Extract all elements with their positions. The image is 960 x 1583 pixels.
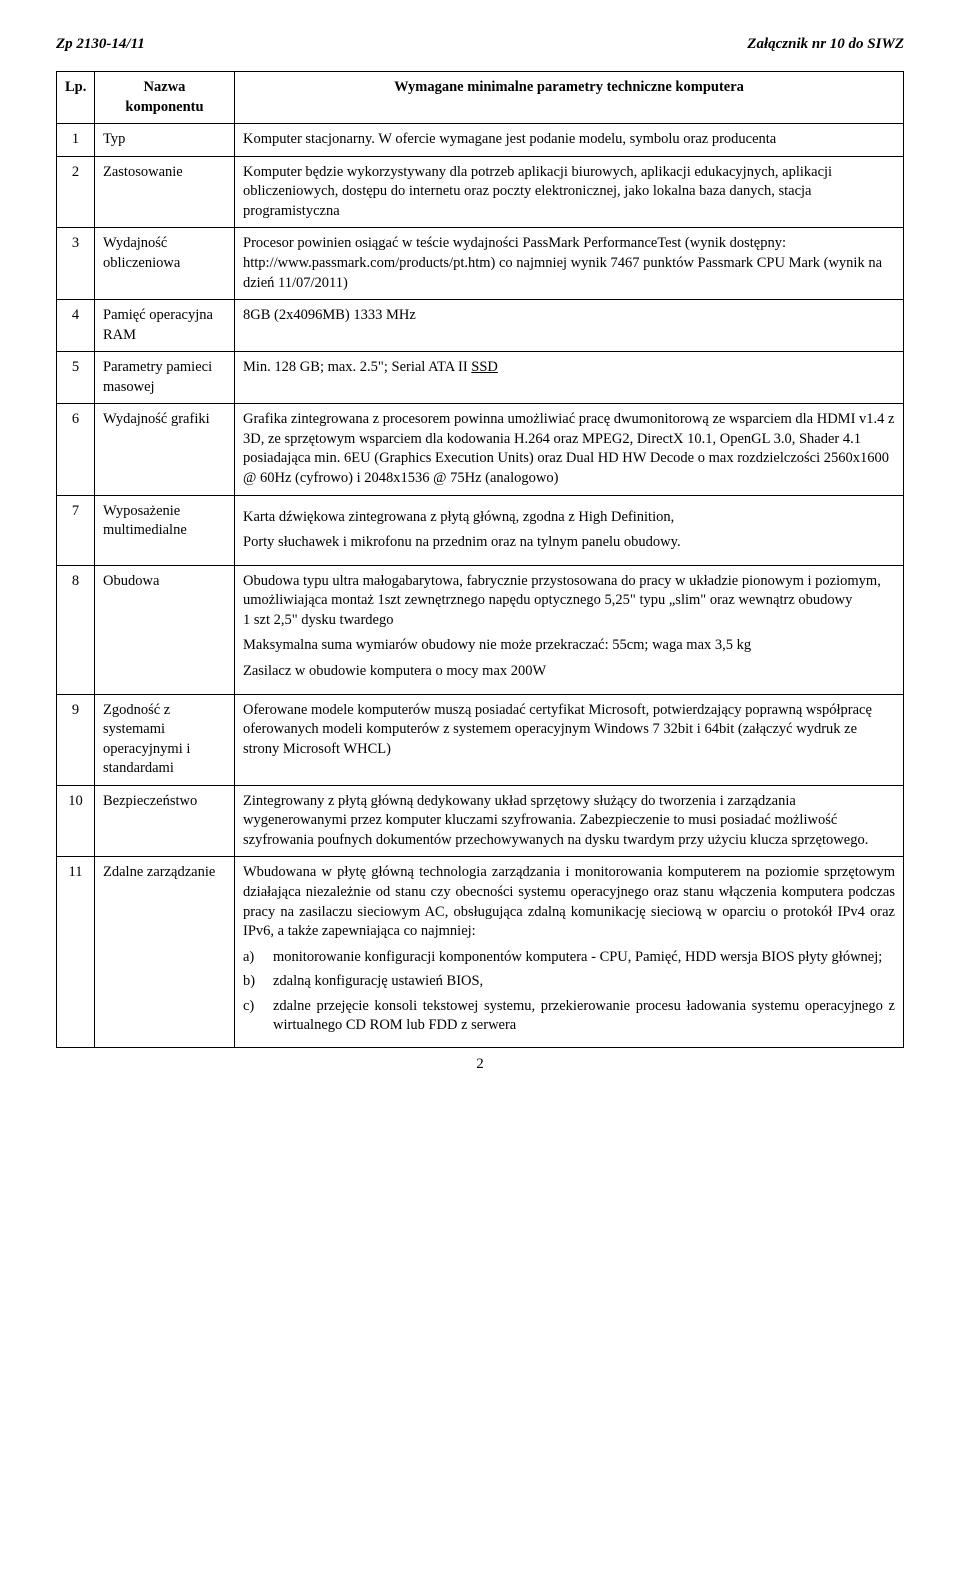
row-desc: Komputer będzie wykorzystywany dla potrz… — [235, 156, 904, 228]
table-row: 7 Wyposażenie multimedialne Karta dźwięk… — [57, 495, 904, 565]
row-desc-text: Min. 128 GB; max. 2.5"; Serial ATA II — [243, 359, 471, 375]
row-desc-p1a: Obudowa typu ultra małogabarytowa, fabry… — [243, 573, 881, 609]
row-num: 8 — [57, 565, 95, 694]
header-right: Załącznik nr 10 do SIWZ — [747, 36, 904, 53]
row-name: Wydajność obliczeniowa — [95, 228, 235, 300]
row-name: Zgodność z systemami operacyjnymi i stan… — [95, 694, 235, 785]
row-name: Typ — [95, 124, 235, 157]
list-item-b: b) zdalną konfigurację ustawień BIOS, — [243, 972, 895, 992]
row-desc-p2: Porty słuchawek i mikrofonu na przednim … — [243, 533, 895, 553]
list-text-c: zdalne przejęcie konsoli tekstowej syste… — [273, 997, 895, 1036]
row-desc-p2: Maksymalna suma wymiarów obudowy nie moż… — [243, 636, 895, 656]
row-desc-p1b: 1 szt 2,5" dysku twardego — [243, 612, 394, 628]
row-desc-p3: Zasilacz w obudowie komputera o mocy max… — [243, 662, 895, 682]
list-item-c: c) zdalne przejęcie konsoli tekstowej sy… — [243, 997, 895, 1036]
table-row: 9 Zgodność z systemami operacyjnymi i st… — [57, 694, 904, 785]
row-desc-intro: Wbudowana w płytę główną technologia zar… — [243, 863, 895, 941]
row-num: 1 — [57, 124, 95, 157]
row-name: Bezpieczeństwo — [95, 785, 235, 857]
row-name: Wyposażenie multimedialne — [95, 495, 235, 565]
row-desc-p1: Obudowa typu ultra małogabarytowa, fabry… — [243, 572, 895, 631]
col-name-l1: Nazwa — [144, 79, 186, 95]
row-num: 9 — [57, 694, 95, 785]
row-num: 4 — [57, 300, 95, 352]
row-num: 10 — [57, 785, 95, 857]
row-name: Wydajność grafiki — [95, 404, 235, 495]
row-name: Parametry pamieci masowej — [95, 352, 235, 404]
row-num: 5 — [57, 352, 95, 404]
row-desc: Procesor powinien osiągać w teście wydaj… — [235, 228, 904, 300]
page-header: Zp 2130-14/11 Załącznik nr 10 do SIWZ — [56, 36, 904, 53]
row-name: Zastosowanie — [95, 156, 235, 228]
spec-table: Lp. Nazwa komponentu Wymagane minimalne … — [56, 71, 904, 1048]
row-name: Zdalne zarządzanie — [95, 857, 235, 1048]
list-text-b: zdalną konfigurację ustawień BIOS, — [273, 972, 895, 992]
header-left: Zp 2130-14/11 — [56, 36, 145, 53]
table-header-row: Lp. Nazwa komponentu Wymagane minimalne … — [57, 72, 904, 124]
row-desc: Grafika zintegrowana z procesorem powinn… — [235, 404, 904, 495]
row-num: 6 — [57, 404, 95, 495]
col-req: Wymagane minimalne parametry techniczne … — [235, 72, 904, 124]
page-number: 2 — [56, 1056, 904, 1073]
list-key-b: b) — [243, 972, 273, 992]
row-desc: Karta dźwiękowa zintegrowana z płytą głó… — [235, 495, 904, 565]
table-row: 3 Wydajność obliczeniowa Procesor powini… — [57, 228, 904, 300]
row-desc: Wbudowana w płytę główną technologia zar… — [235, 857, 904, 1048]
row-name: Pamięć operacyjna RAM — [95, 300, 235, 352]
row-desc: 8GB (2x4096MB) 1333 MHz — [235, 300, 904, 352]
row-num: 2 — [57, 156, 95, 228]
ssd-underline: SSD — [471, 359, 498, 375]
table-row: 5 Parametry pamieci masowej Min. 128 GB;… — [57, 352, 904, 404]
col-lp: Lp. — [57, 72, 95, 124]
table-row: 2 Zastosowanie Komputer będzie wykorzyst… — [57, 156, 904, 228]
row-desc: Obudowa typu ultra małogabarytowa, fabry… — [235, 565, 904, 694]
table-row: 11 Zdalne zarządzanie Wbudowana w płytę … — [57, 857, 904, 1048]
table-row: 4 Pamięć operacyjna RAM 8GB (2x4096MB) 1… — [57, 300, 904, 352]
table-row: 8 Obudowa Obudowa typu ultra małogabaryt… — [57, 565, 904, 694]
table-row: 6 Wydajność grafiki Grafika zintegrowana… — [57, 404, 904, 495]
list-text-a: monitorowanie konfiguracji komponentów k… — [273, 948, 895, 968]
row-name: Obudowa — [95, 565, 235, 694]
row-num: 7 — [57, 495, 95, 565]
row-desc: Zintegrowany z płytą główną dedykowany u… — [235, 785, 904, 857]
col-name: Nazwa komponentu — [95, 72, 235, 124]
row-desc: Min. 128 GB; max. 2.5"; Serial ATA II SS… — [235, 352, 904, 404]
table-row: 10 Bezpieczeństwo Zintegrowany z płytą g… — [57, 785, 904, 857]
row-desc: Komputer stacjonarny. W ofercie wymagane… — [235, 124, 904, 157]
row-num: 11 — [57, 857, 95, 1048]
row-desc-p1: Karta dźwiękowa zintegrowana z płytą głó… — [243, 508, 895, 528]
list-key-c: c) — [243, 997, 273, 1036]
row-desc: Oferowane modele komputerów muszą posiad… — [235, 694, 904, 785]
list-key-a: a) — [243, 948, 273, 968]
table-row: 1 Typ Komputer stacjonarny. W ofercie wy… — [57, 124, 904, 157]
row-num: 3 — [57, 228, 95, 300]
col-name-l2: komponentu — [125, 99, 203, 115]
list-item-a: a) monitorowanie konfiguracji komponentó… — [243, 948, 895, 968]
